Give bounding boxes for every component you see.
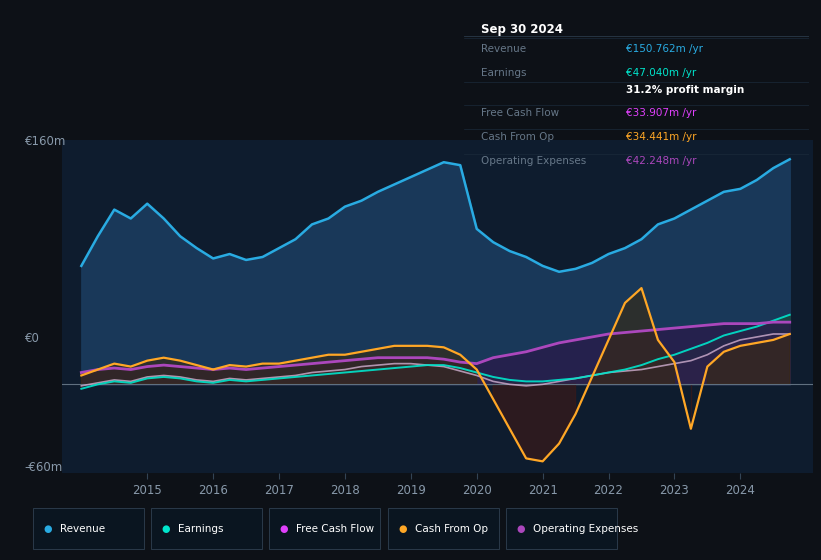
Text: ●: ● <box>162 524 170 534</box>
Text: Revenue: Revenue <box>60 524 105 534</box>
Text: Earnings: Earnings <box>178 524 223 534</box>
Text: Revenue: Revenue <box>481 44 526 54</box>
Text: €42.248m /yr: €42.248m /yr <box>626 156 696 166</box>
Text: Free Cash Flow: Free Cash Flow <box>481 108 559 118</box>
Text: ●: ● <box>398 524 406 534</box>
Text: Earnings: Earnings <box>481 68 526 78</box>
Text: Cash From Op: Cash From Op <box>481 132 554 142</box>
Text: ●: ● <box>280 524 288 534</box>
Text: 31.2% profit margin: 31.2% profit margin <box>626 85 744 95</box>
Text: Sep 30 2024: Sep 30 2024 <box>481 24 563 36</box>
Text: -€60m: -€60m <box>25 461 63 474</box>
Text: €47.040m /yr: €47.040m /yr <box>626 68 696 78</box>
Text: €33.907m /yr: €33.907m /yr <box>626 108 696 118</box>
Text: Operating Expenses: Operating Expenses <box>533 524 638 534</box>
Text: €34.441m /yr: €34.441m /yr <box>626 132 696 142</box>
Text: Cash From Op: Cash From Op <box>415 524 488 534</box>
Text: €150.762m /yr: €150.762m /yr <box>626 44 703 54</box>
Text: €160m: €160m <box>25 134 66 148</box>
Text: Free Cash Flow: Free Cash Flow <box>296 524 374 534</box>
Text: Operating Expenses: Operating Expenses <box>481 156 586 166</box>
Text: ●: ● <box>44 524 52 534</box>
Text: ●: ● <box>516 524 525 534</box>
Text: €0: €0 <box>25 332 39 346</box>
